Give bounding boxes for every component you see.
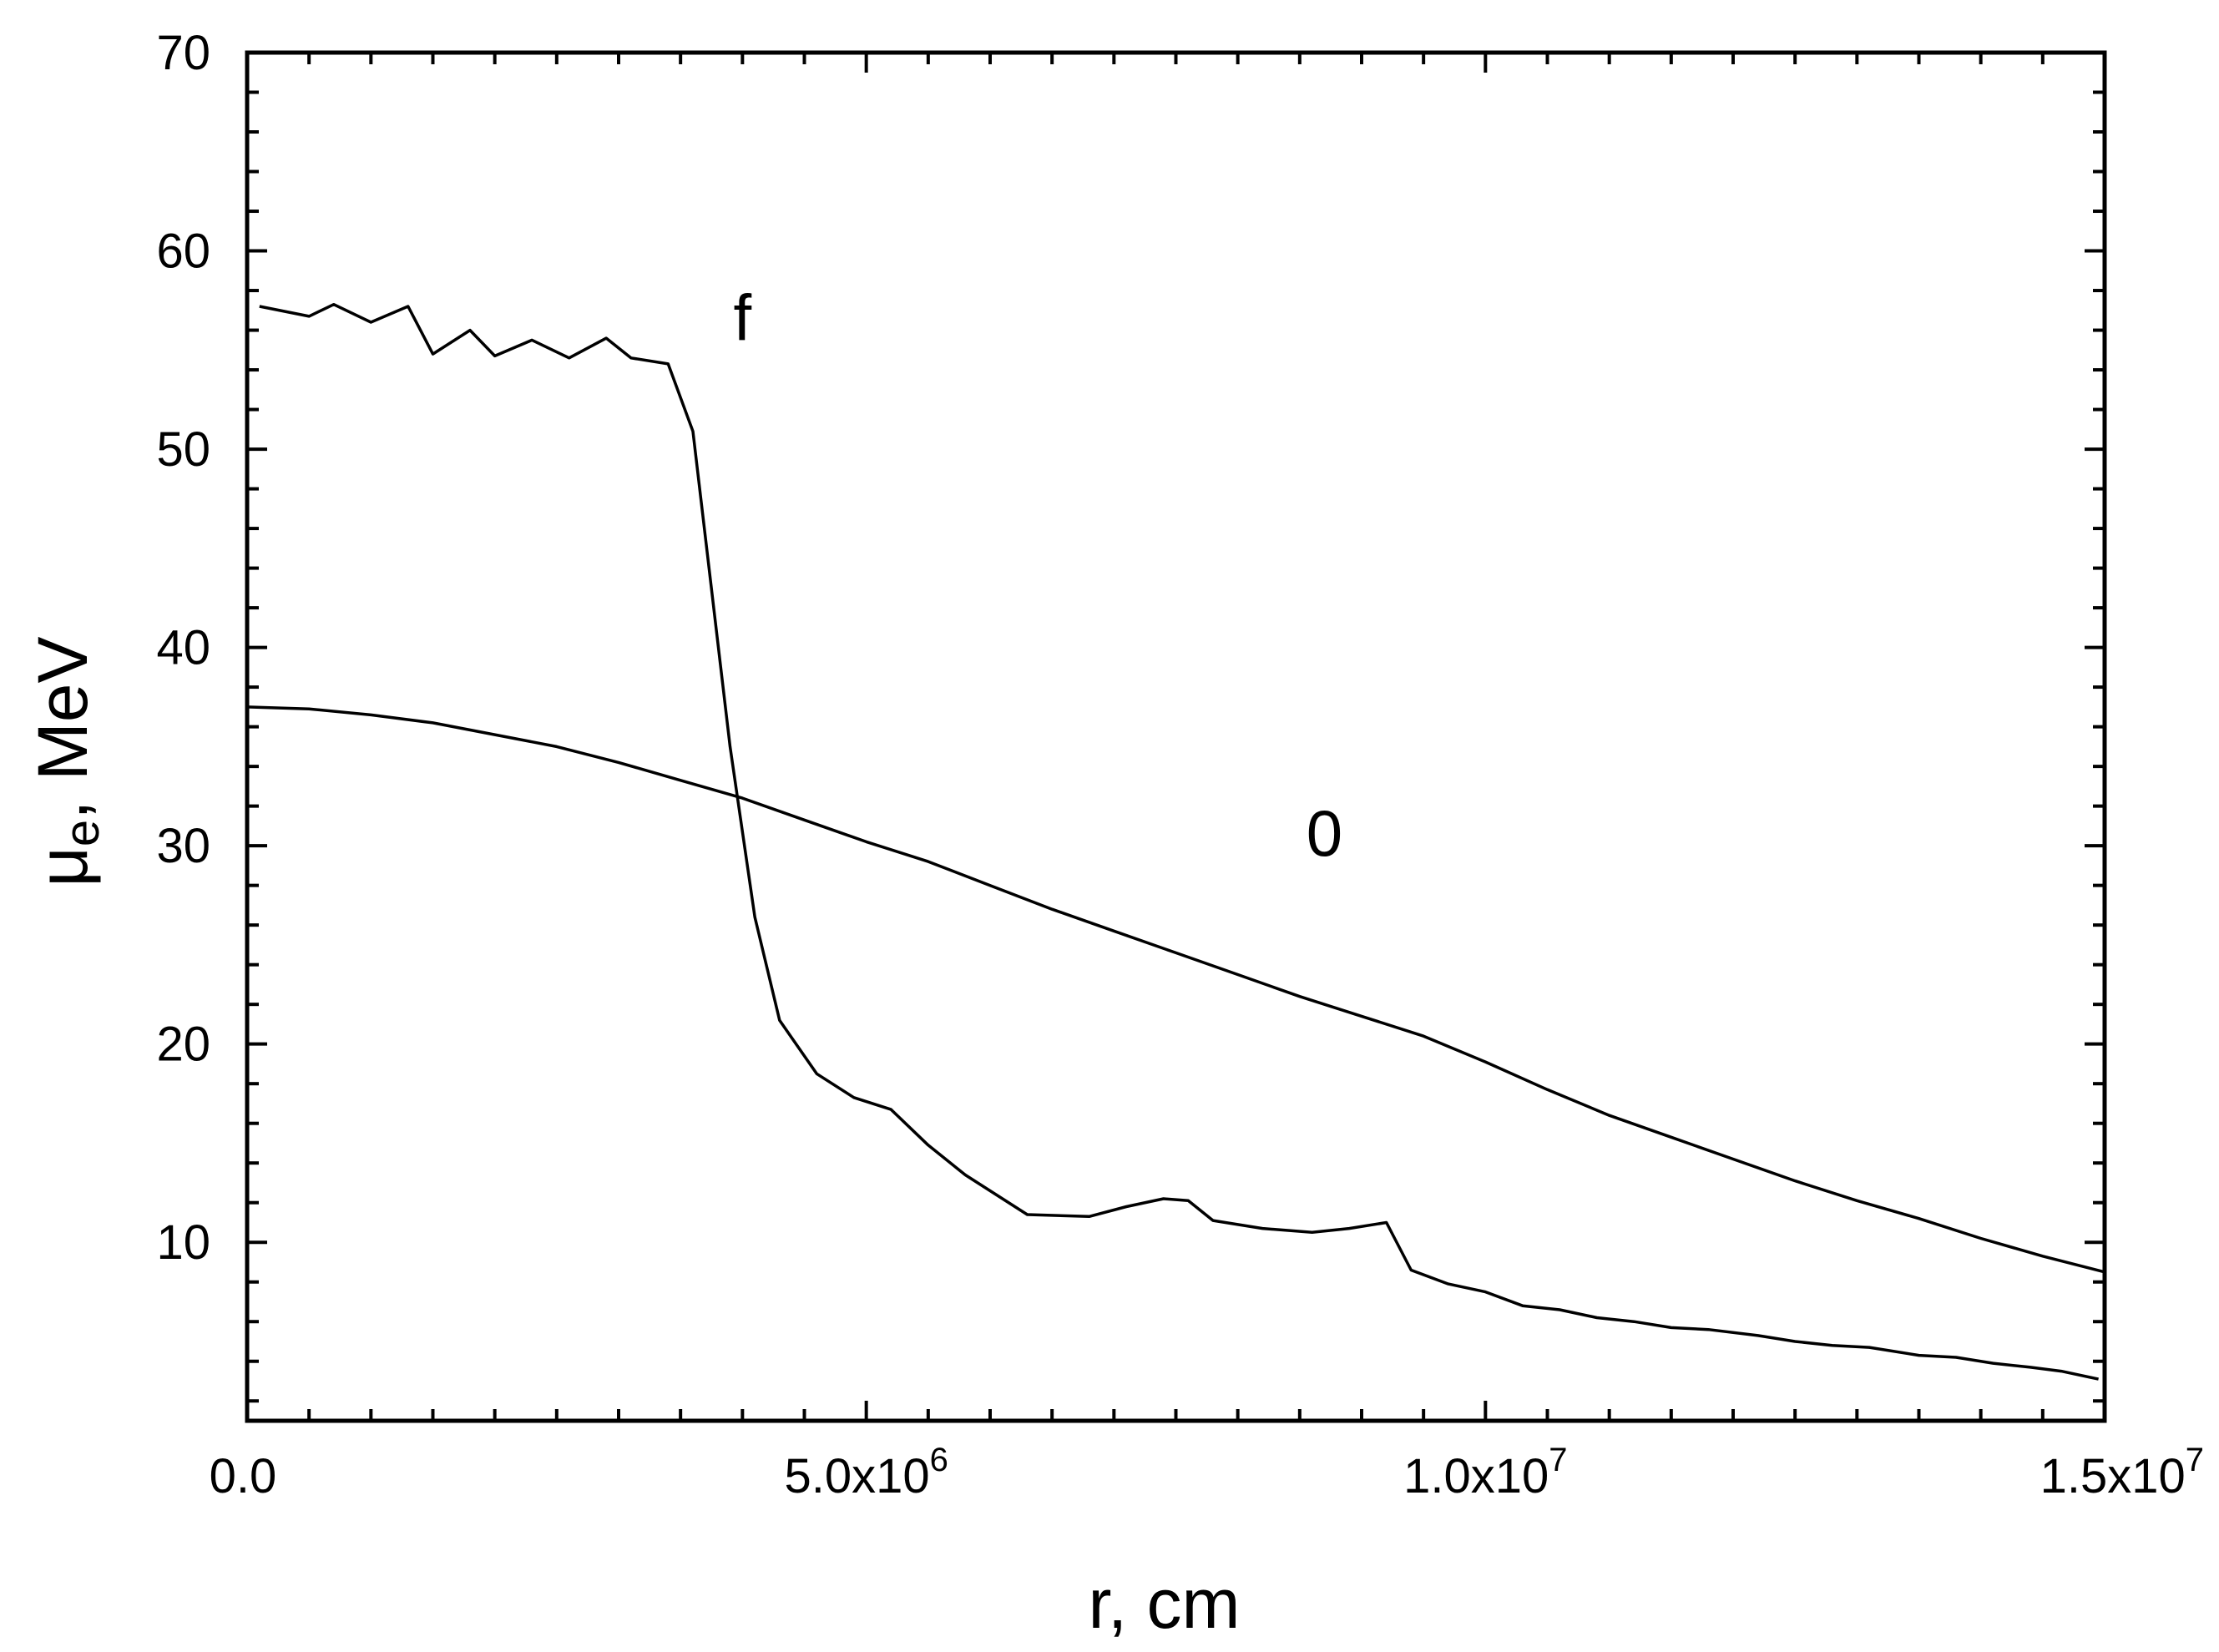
y-tick-label: 30 (156, 819, 210, 873)
series-line-0 (246, 705, 2105, 1274)
x-tick-label: 1.0x107 (1403, 1442, 1567, 1503)
x-tick-label: 5.0x106 (784, 1442, 948, 1503)
y-axis-title-subscript: e (55, 820, 109, 846)
y-axis-tick-labels: 10 20 30 40 50 60 70 (156, 26, 210, 1270)
y-tick-label: 20 (156, 1018, 210, 1072)
y-tick-label: 50 (156, 422, 210, 477)
y-tick-label: 10 (156, 1215, 210, 1270)
series-line-f (259, 302, 2099, 1381)
y-tick-label: 40 (156, 621, 210, 675)
x-axis-tick-labels: 0.0 5.0x106 1.0x107 1.5x107 (210, 1442, 2204, 1503)
y-tick-label: 70 (156, 26, 210, 80)
series-label-f: f (733, 280, 751, 354)
y-axis-title-symbol: μ (23, 846, 102, 887)
plot-area-frame (245, 50, 2107, 1423)
y-tick-label: 60 (156, 225, 210, 279)
x-tick-label: 0.0 (210, 1449, 277, 1503)
y-axis-title-units: , MeV (23, 636, 102, 819)
series-label-0: 0 (1307, 796, 1342, 870)
x-axis-title: r, cm (1089, 1564, 1241, 1643)
x-tick-label: 1.5x107 (2040, 1442, 2204, 1503)
y-axis-ticks (247, 51, 2105, 1403)
series-group: f0 (246, 280, 2105, 1381)
y-axis-title: μe, MeV (23, 636, 109, 887)
x-axis-ticks (245, 53, 2106, 1421)
svg-text:μe, MeV: μe, MeV (23, 636, 109, 887)
